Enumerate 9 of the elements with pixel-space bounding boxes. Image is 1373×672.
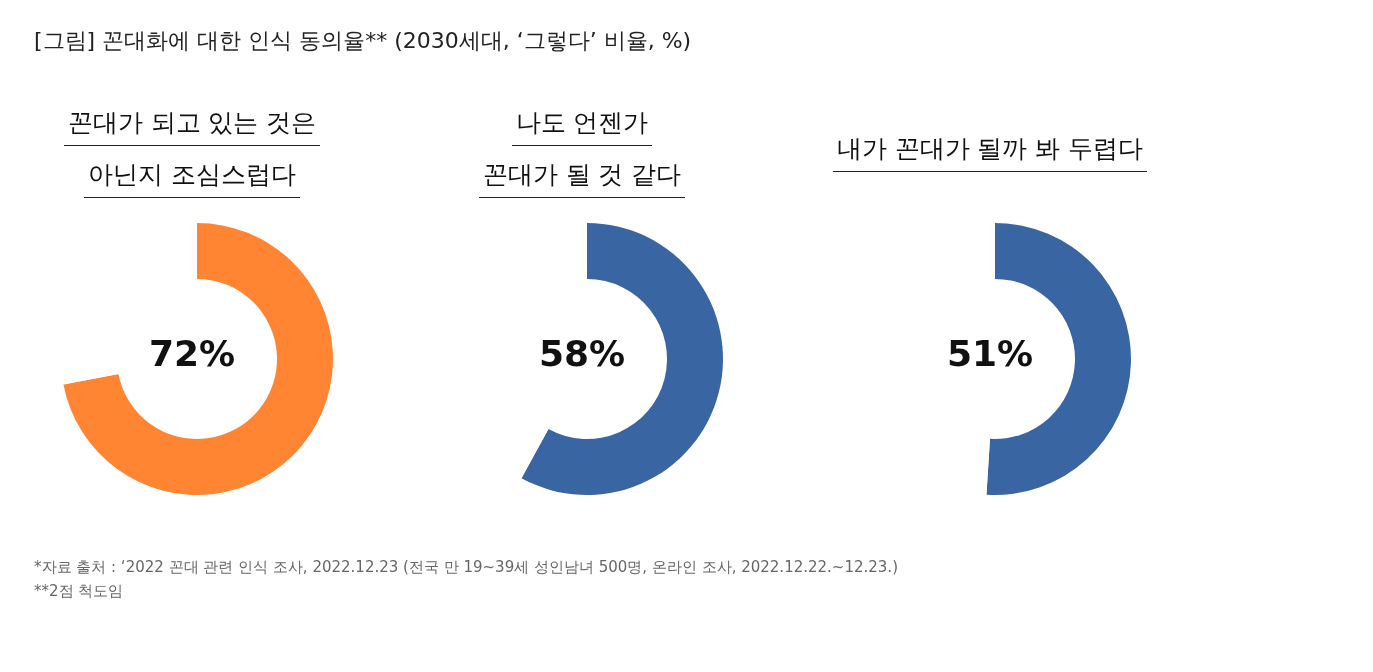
text: 51% (945, 333, 1035, 374)
text: 58% (537, 333, 627, 374)
text: 72% (147, 333, 237, 374)
chart-title: 나도 언젠가 꼰대가 될 것 같다 (481, 107, 683, 191)
text: *자료 출처 : ‘2022 꼰대 관련 인식 조사, 2022.12.23 (전국 만 19~39세 성인남녀 500명, 온라인 조사, 2022.12.22.~12.23.) (34, 557, 898, 578)
text: **2점 척도임 (34, 581, 125, 602)
chart-title: 꼰대가 되고 있는 것은 아닌지 조심스럽다 (66, 107, 318, 191)
chart-title: 내가 꼰대가 될까 봐 두렵다 (832, 128, 1148, 172)
text: [그림] 꼰대화에 대한 인식 동의율** (2030세대, ‘그렇다’ 비율, %) (34, 27, 692, 55)
